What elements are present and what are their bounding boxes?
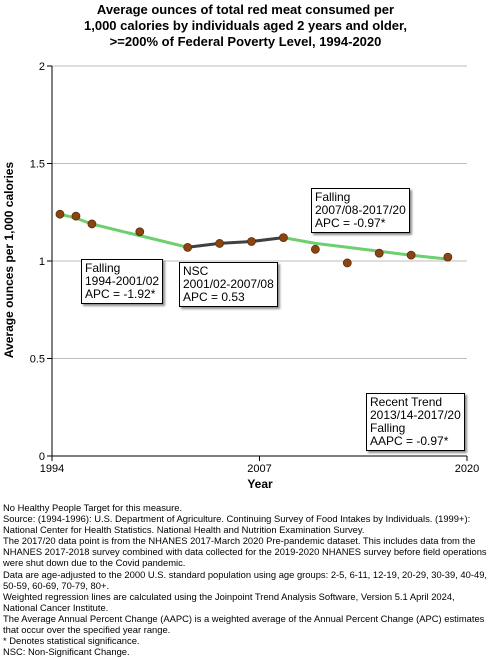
footnotes: No Healthy People Target for this measur… (3, 502, 489, 657)
callout-segment-1-period: 1994-2001/02 (85, 274, 160, 288)
callout-segment-3-label: Falling (315, 190, 351, 204)
recent-trend-direction: Falling (370, 421, 406, 435)
footnote: No Healthy People Target for this measur… (3, 502, 183, 513)
data-point (279, 233, 288, 243)
callout-segment-1-stat: APC = -1.92* (85, 287, 156, 301)
callout-segment-2-period: 2001/02-2007/08 (183, 277, 274, 291)
footnote: The Average Annual Percent Change (AAPC)… (3, 612, 485, 636)
data-point (310, 244, 320, 254)
callout-segment-2-stat: APC = 0.53 (183, 290, 245, 304)
callout-segment-3-period: 2007/08-2017/20 (315, 203, 406, 217)
data-points (55, 209, 453, 268)
axes: 0 0.5 1 1.5 2 1994 2007 2020 (30, 61, 480, 475)
callout-segment-1: Falling 1994-2001/02 APC = -1.92* (81, 259, 164, 304)
footnote: * Denotes statistical significance. (3, 635, 140, 647)
callout-recent-trend: Recent Trend 2013/14-2017/20 Falling AAP… (366, 393, 465, 451)
footnote: NSC: Non-Significant Change. (3, 646, 130, 657)
data-point (443, 252, 453, 262)
chart-title-line-2: 1,000 calories by individuals aged 2 yea… (84, 18, 407, 33)
data-point (135, 227, 145, 237)
x-axis-label: Year (247, 477, 273, 491)
callout-segment-2: NSC 2001/02-2007/08 APC = 0.53 (179, 262, 278, 307)
footnote: Weighted regression lines are calculated… (3, 590, 455, 613)
callout-segment-3-stat: APC = -0.97* (315, 216, 386, 230)
y-tick-label: 2 (39, 61, 45, 73)
trend-segment-2 (186, 236, 285, 249)
recent-trend-title: Recent Trend (370, 395, 443, 409)
footnote: Source: (1994-1996): U.S. Department of … (3, 513, 471, 536)
y-tick-label: 1.5 (30, 159, 45, 171)
y-tick-label: 0 (39, 451, 45, 463)
recent-trend-stat: AAPC = -0.97* (370, 434, 449, 448)
callout-segment-2-label: NSC (183, 264, 209, 278)
trend-segment-1 (58, 212, 190, 249)
data-point (71, 211, 81, 221)
x-tick-label: 2020 (455, 463, 479, 475)
data-point (374, 248, 384, 258)
chart-title-line-1: Average ounces of total red meat consume… (96, 2, 395, 17)
data-point (87, 219, 97, 229)
chart-svg: 0 0.5 1 1.5 2 1994 2007 2020 Average ounces per… (2, 61, 480, 491)
y-tick-label: 1 (39, 256, 45, 268)
x-tick-label: 2007 (247, 463, 271, 475)
footnote: Data are age-adjusted to the 2000 U.S. s… (3, 568, 488, 591)
y-axis-label: Average ounces per 1,000 calories (2, 162, 16, 359)
callout-segment-3: Falling 2007/08-2017/20 APC = -0.97* (311, 188, 410, 233)
x-tick-label: 1994 (40, 463, 64, 475)
chart-title-line-3: >=200% of Federal Poverty Level, 1994-20… (109, 34, 382, 49)
data-point (215, 239, 224, 248)
callout-segment-1-label: Falling (85, 261, 121, 275)
data-point (342, 258, 352, 268)
chart-title: Average ounces of total red meat consume… (0, 2, 491, 50)
recent-trend-period: 2013/14-2017/20 (370, 408, 461, 422)
data-point (183, 242, 193, 252)
trend-segment-3 (281, 236, 450, 261)
footnote: The 2017/20 data point is from the NHANE… (3, 535, 487, 569)
data-point (55, 209, 65, 219)
y-tick-label: 0.5 (30, 354, 45, 366)
data-point (406, 250, 416, 260)
data-point (247, 237, 256, 246)
